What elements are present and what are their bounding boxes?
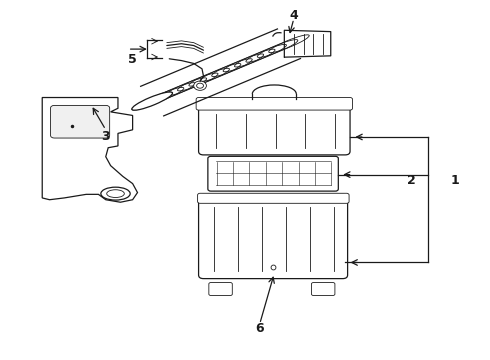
Circle shape bbox=[196, 83, 203, 88]
FancyBboxPatch shape bbox=[197, 193, 349, 203]
FancyBboxPatch shape bbox=[50, 105, 110, 138]
Ellipse shape bbox=[101, 187, 130, 200]
Text: 2: 2 bbox=[407, 174, 416, 186]
FancyBboxPatch shape bbox=[198, 194, 347, 279]
Text: 6: 6 bbox=[255, 322, 264, 335]
FancyBboxPatch shape bbox=[198, 101, 350, 155]
FancyBboxPatch shape bbox=[209, 283, 232, 296]
FancyBboxPatch shape bbox=[312, 283, 335, 296]
FancyBboxPatch shape bbox=[196, 98, 352, 110]
Ellipse shape bbox=[107, 190, 124, 198]
FancyBboxPatch shape bbox=[208, 156, 338, 191]
Text: 4: 4 bbox=[290, 9, 298, 22]
Text: 5: 5 bbox=[128, 53, 137, 66]
Text: 1: 1 bbox=[451, 174, 460, 186]
Text: 3: 3 bbox=[101, 130, 110, 144]
Circle shape bbox=[194, 81, 206, 90]
Ellipse shape bbox=[132, 92, 172, 110]
